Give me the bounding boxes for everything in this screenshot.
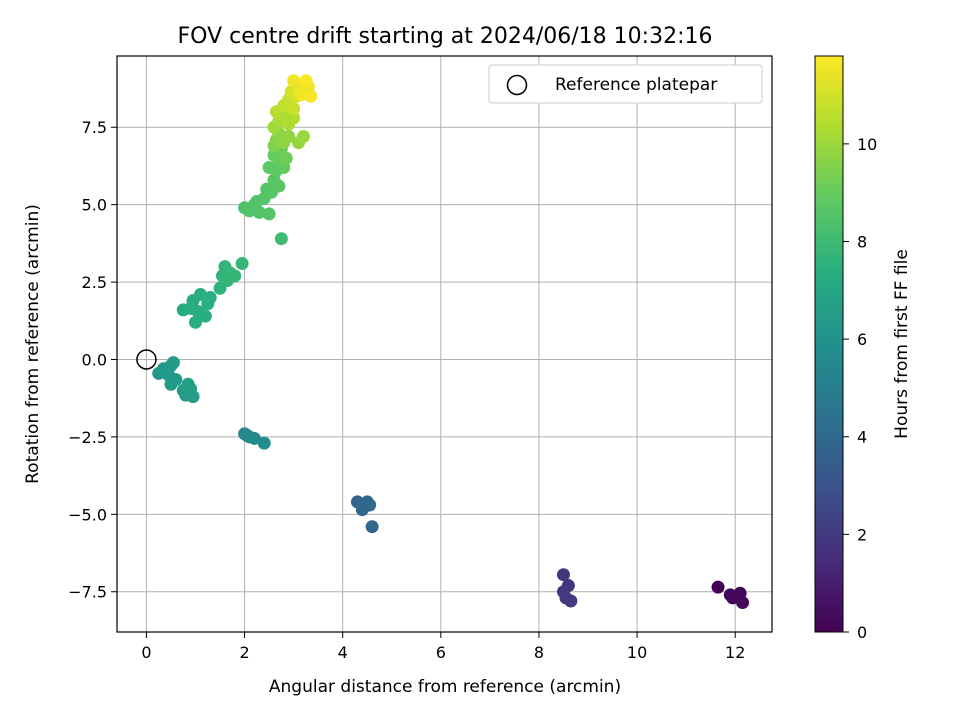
data-point	[287, 74, 301, 88]
data-point	[240, 428, 254, 442]
colorbar-tick-label: 10	[857, 135, 877, 154]
y-tick-label: 2.5	[82, 273, 107, 292]
data-point	[294, 88, 308, 102]
x-tick-label: 10	[627, 643, 647, 662]
y-tick-label: −7.5	[68, 583, 107, 602]
data-point	[250, 195, 264, 209]
legend-entry-reference: Reference platepar	[555, 75, 717, 95]
data-point	[257, 436, 271, 450]
data-point	[728, 589, 742, 603]
y-tick-label: 7.5	[82, 118, 107, 137]
colorbar-tick-label: 4	[857, 428, 867, 447]
y-axis-label: Rotation from reference (arcmin)	[23, 204, 43, 484]
data-point	[274, 232, 288, 246]
plot-frame	[116, 55, 773, 633]
y-tick-label: −5.0	[68, 505, 107, 524]
colorbar-tick-label: 8	[857, 232, 867, 251]
data-point	[166, 356, 180, 370]
data-point	[184, 301, 198, 315]
data-point	[235, 256, 249, 270]
data-point	[272, 179, 286, 193]
data-point	[262, 207, 276, 221]
data-point	[711, 580, 725, 594]
data-point	[198, 309, 212, 323]
data-point	[287, 102, 301, 116]
y-tick-label: 5.0	[82, 196, 107, 215]
y-axis-ticks: −7.5 −5.0 −2.5 0.0 2.5 5.0 7.5	[68, 118, 117, 602]
colorbar-label: Hours from first FF file	[892, 249, 912, 439]
x-tick-label: 8	[534, 643, 544, 662]
legend-marker-reference-icon	[506, 74, 528, 96]
data-point	[296, 130, 310, 144]
colorbar-tick-label: 2	[857, 525, 867, 544]
reference-platepar-marker	[136, 349, 157, 370]
data-point	[162, 368, 176, 382]
data-point	[189, 315, 203, 329]
y-tick-label: −2.5	[68, 428, 107, 447]
data-point	[228, 269, 242, 283]
data-point	[355, 503, 369, 517]
data-point	[252, 205, 266, 219]
data-points	[152, 74, 750, 610]
data-point	[564, 594, 578, 608]
legend-box	[488, 64, 763, 104]
colorbar: 0 2 4 6 8 10 Hours from first FF file	[814, 55, 912, 642]
x-axis-label: Angular distance from reference (arcmin)	[269, 677, 621, 697]
data-point	[184, 382, 198, 396]
data-point	[193, 287, 207, 301]
data-point	[304, 89, 318, 103]
y-tick-label: 0.0	[82, 350, 107, 369]
data-point	[282, 130, 296, 144]
colorbar-tick-label: 0	[857, 623, 867, 642]
data-point	[556, 568, 570, 582]
x-axis-ticks: 0 2 4 6 8 10 12	[141, 632, 745, 662]
data-point	[279, 151, 293, 165]
data-point	[299, 74, 313, 88]
colorbar-gradient	[814, 55, 844, 633]
data-point	[203, 291, 217, 305]
data-point	[365, 520, 379, 534]
colorbar-ticks: 0 2 4 6 8 10	[843, 135, 877, 642]
grid-lines	[117, 56, 772, 632]
x-tick-label: 2	[239, 643, 249, 662]
chart-title: FOV centre drift starting at 2024/06/18 …	[178, 24, 713, 49]
x-tick-label: 4	[338, 643, 348, 662]
x-tick-label: 6	[436, 643, 446, 662]
x-tick-label: 12	[725, 643, 745, 662]
x-tick-label: 0	[141, 643, 151, 662]
colorbar-tick-label: 6	[857, 330, 867, 349]
legend: Reference platepar	[488, 64, 763, 104]
data-point	[287, 111, 301, 125]
